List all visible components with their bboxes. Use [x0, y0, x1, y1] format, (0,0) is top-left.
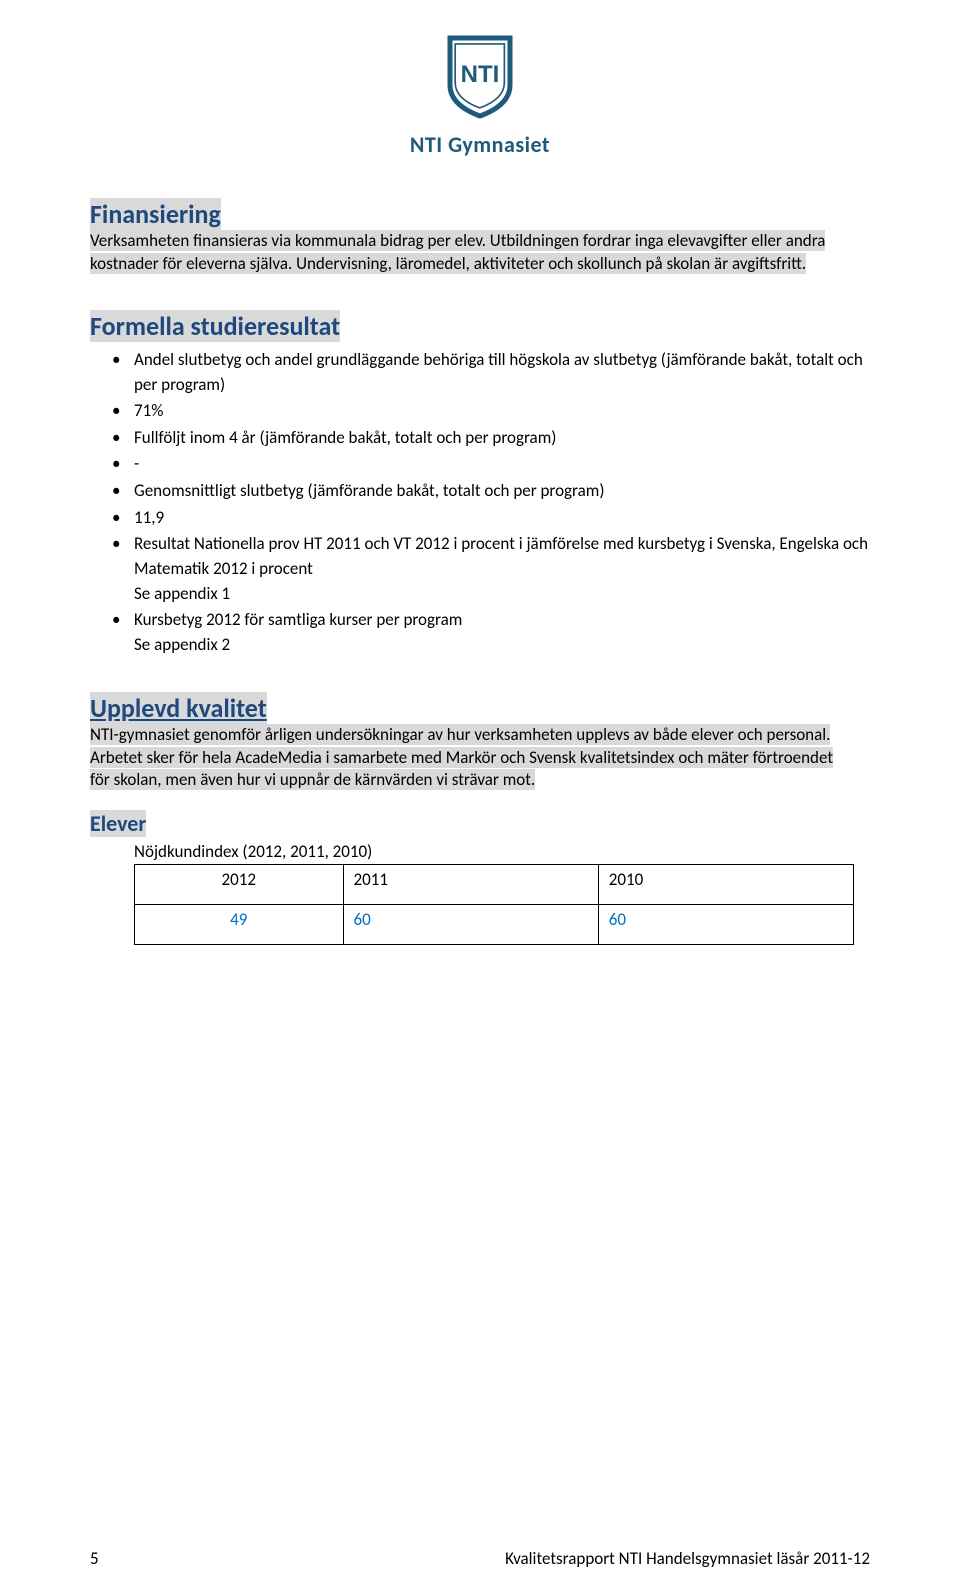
- list-item-text: Andel slutbetyg och andel grundläggande …: [134, 349, 863, 395]
- logo-text: NTI Gymnasiet: [90, 131, 870, 158]
- list-item-text: Kursbetyg 2012 för samtliga kurser per p…: [134, 609, 462, 630]
- upplevd-body: NTI-gymnasiet genomför årligen undersökn…: [90, 724, 870, 793]
- list-item-text: -: [134, 453, 139, 474]
- upplevd-line2: Arbetet sker för hela AcadeMedia i samar…: [90, 747, 833, 768]
- table-header-cell: 2010: [598, 865, 853, 905]
- heading-elever: Elever: [90, 810, 146, 837]
- shield-icon: NTI: [440, 30, 520, 120]
- upplevd-line1: NTI-gymnasiet genomför årligen undersökn…: [90, 724, 830, 745]
- list-item: Fullföljt inom 4 år (jämförande bakåt, t…: [134, 426, 870, 451]
- table-cell: 60: [343, 905, 598, 945]
- list-item: 71%: [134, 399, 870, 424]
- list-item: Kursbetyg 2012 för samtliga kurser per p…: [134, 608, 870, 657]
- table-header-cell: 2011: [343, 865, 598, 905]
- list-item: Andel slutbetyg och andel grundläggande …: [134, 348, 870, 397]
- logo-block: NTI NTI Gymnasiet: [90, 30, 870, 158]
- table-cell: 49: [135, 905, 344, 945]
- section-formella: Formella studieresultat Andel slutbetyg …: [90, 310, 870, 658]
- svg-text:NTI: NTI: [461, 61, 500, 88]
- list-item-sub: Se appendix 1: [134, 582, 870, 607]
- page-number: 5: [90, 1548, 99, 1569]
- table-header-row: 2012 2011 2010: [135, 865, 854, 905]
- finansiering-line2: kostnader för eleverna själva. Undervisn…: [90, 253, 806, 274]
- table-header-cell: 2012: [135, 865, 344, 905]
- list-item: Resultat Nationella prov HT 2011 och VT …: [134, 532, 870, 606]
- upplevd-line3: för skolan, men även hur vi uppnår de kä…: [90, 769, 535, 790]
- list-item-text: Genomsnittligt slutbetyg (jämförande bak…: [134, 480, 605, 501]
- table-caption: Nöjdkundindex (2012, 2011, 2010): [134, 841, 870, 862]
- finansiering-line1: Verksamheten finansieras via kommunala b…: [90, 230, 825, 251]
- section-upplevd: Upplevd kvalitet NTI-gymnasiet genomför …: [90, 692, 870, 793]
- list-item-text: 71%: [134, 400, 163, 421]
- section-elever: Elever Nöjdkundindex (2012, 2011, 2010) …: [90, 810, 870, 945]
- nki-table: 2012 2011 2010 49 60 60: [134, 864, 854, 945]
- heading-formella: Formella studieresultat: [90, 310, 340, 342]
- heading-finansiering: Finansiering: [90, 198, 221, 230]
- table-cell: 60: [598, 905, 853, 945]
- finansiering-body: Verksamheten finansieras via kommunala b…: [90, 230, 870, 276]
- page-footer: 5 Kvalitetsrapport NTI Handelsgymnasiet …: [90, 1548, 870, 1569]
- list-item-sub: Se appendix 2: [134, 633, 870, 658]
- table-row: 49 60 60: [135, 905, 854, 945]
- list-item: Genomsnittligt slutbetyg (jämförande bak…: [134, 479, 870, 504]
- section-finansiering: Finansiering Verksamheten finansieras vi…: [90, 198, 870, 276]
- formella-list: Andel slutbetyg och andel grundläggande …: [90, 348, 870, 658]
- list-item-text: 11,9: [134, 507, 164, 528]
- heading-upplevd: Upplevd kvalitet: [90, 692, 267, 724]
- footer-title: Kvalitetsrapport NTI Handelsgymnasiet lä…: [505, 1548, 870, 1569]
- list-item: -: [134, 452, 870, 477]
- list-item-text: Fullföljt inom 4 år (jämförande bakåt, t…: [134, 427, 556, 448]
- list-item-text: Resultat Nationella prov HT 2011 och VT …: [134, 533, 868, 579]
- list-item: 11,9: [134, 506, 870, 531]
